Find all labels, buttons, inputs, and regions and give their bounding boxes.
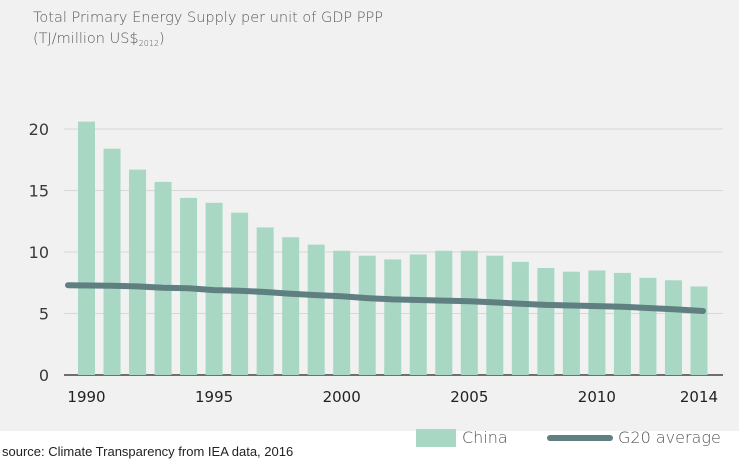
chart-title: Total Primary Energy Supply per unit of … xyxy=(33,10,383,26)
china-bar xyxy=(460,250,478,375)
energy-intensity-chart: 0 5 10 15 20 1990 1995 2000 2005 2010 2014 xyxy=(29,120,723,406)
china-bar xyxy=(511,261,529,375)
y-tick-label: 20 xyxy=(29,120,49,139)
legend-g20-line xyxy=(547,435,613,441)
china-bar xyxy=(690,286,708,375)
china-bar xyxy=(307,244,325,375)
china-bar xyxy=(154,181,172,375)
china-bars xyxy=(78,121,708,376)
y-tick-label: 5 xyxy=(39,305,49,324)
unit-suffix: ) xyxy=(159,31,165,47)
y-tick-label: 15 xyxy=(29,182,49,201)
x-tick-label: 1990 xyxy=(67,388,105,406)
legend-china-label: China xyxy=(462,428,508,447)
china-bar xyxy=(537,267,555,375)
x-tick-label: 1995 xyxy=(195,388,233,406)
china-bar xyxy=(333,250,351,375)
legend-china-swatch xyxy=(416,429,456,447)
china-bar xyxy=(103,148,121,375)
china-bar xyxy=(282,237,300,375)
china-bar xyxy=(129,169,147,375)
china-bar xyxy=(256,227,274,375)
y-tick-label: 10 xyxy=(29,243,49,262)
unit-prefix: (TJ/million US$ xyxy=(33,31,139,47)
y-tick-label: 0 xyxy=(39,366,49,385)
china-bar xyxy=(435,250,453,375)
x-axis-ticks: 1990 1995 2000 2005 2010 2014 xyxy=(67,388,718,406)
g20-average-line xyxy=(65,282,706,314)
x-tick-label: 2010 xyxy=(578,388,616,406)
china-bar xyxy=(562,271,580,375)
x-tick-label: 2005 xyxy=(450,388,488,406)
china-bar xyxy=(613,272,631,375)
x-tick-label: 2000 xyxy=(323,388,361,406)
china-bar xyxy=(486,255,504,375)
china-bar xyxy=(358,255,376,375)
china-bar xyxy=(588,270,606,375)
chart-unit-label: (TJ/million US$2012) xyxy=(33,31,165,48)
china-bar xyxy=(639,277,657,375)
china-bar xyxy=(409,254,427,375)
china-bar xyxy=(384,259,402,375)
china-bar xyxy=(78,121,95,376)
china-bar xyxy=(664,280,682,375)
g20-line-layer xyxy=(65,282,706,314)
legend-g20-label: G20 average xyxy=(618,428,721,447)
china-bar xyxy=(231,212,249,375)
source-note: source: Climate Transparency from IEA da… xyxy=(2,444,294,459)
unit-subscript: 2012 xyxy=(138,39,159,48)
y-axis-ticks: 0 5 10 15 20 xyxy=(29,120,49,385)
x-tick-label: 2014 xyxy=(680,388,718,406)
